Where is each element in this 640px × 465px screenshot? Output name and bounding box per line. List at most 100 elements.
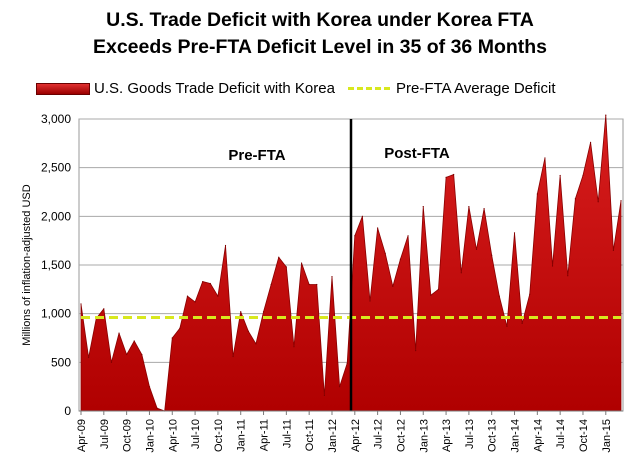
data-point [559, 174, 561, 177]
chart-title: U.S. Trade Deficit with Korea under Kore… [106, 9, 534, 31]
data-point [308, 283, 310, 286]
legend-item-trade-deficit: U.S. Goods Trade Deficit with Korea [36, 80, 335, 97]
data-point [232, 355, 234, 358]
legend-item-pre-fta-average: Pre-FTA Average Deficit [348, 80, 556, 97]
x-tick-label: Jul-11 [281, 419, 293, 448]
data-point [171, 337, 173, 339]
y-tick-label: 1,500 [41, 258, 71, 272]
annotation-post-fta: Post-FTA [384, 145, 450, 162]
x-tick-label: Jul-14 [555, 419, 567, 449]
data-point [620, 200, 622, 202]
data-point [133, 340, 135, 342]
data-point [179, 327, 181, 329]
data-point [445, 176, 447, 178]
data-point [377, 227, 379, 229]
y-tick-label: 500 [51, 355, 71, 369]
data-point [567, 275, 569, 277]
data-point [278, 256, 280, 258]
data-point [369, 300, 371, 302]
data-point [612, 249, 614, 251]
data-point [574, 198, 576, 200]
data-point [80, 303, 82, 305]
y-tick-label: 3,000 [41, 112, 71, 126]
chart-subtitle: Exceeds Pre-FTA Deficit Level in 35 of 3… [92, 36, 548, 58]
data-point [392, 285, 394, 288]
data-point [498, 295, 500, 297]
data-point [338, 386, 341, 388]
data-point [247, 330, 249, 332]
data-point [551, 265, 554, 267]
data-point [103, 308, 105, 310]
data-point [605, 114, 607, 116]
data-point [331, 276, 333, 278]
data-point [407, 235, 409, 237]
x-tick-label: Apr-13 [441, 419, 453, 452]
x-tick-label: Apr-12 [350, 419, 362, 452]
data-point [255, 343, 257, 345]
data-point [521, 322, 523, 324]
data-point [491, 254, 493, 256]
data-point [506, 325, 508, 327]
data-point [529, 293, 531, 295]
data-point [118, 332, 120, 334]
x-tick-label: Oct-12 [395, 419, 407, 452]
legend: U.S. Goods Trade Deficit with Korea Pre-… [0, 80, 640, 102]
data-point [513, 232, 516, 234]
data-point [262, 311, 265, 313]
data-point [483, 207, 485, 210]
x-tick-label: Jul-12 [373, 419, 385, 449]
x-tick-label: Jan-14 [510, 419, 522, 453]
data-point [430, 294, 432, 296]
y-tick-label: 1,000 [41, 307, 71, 321]
legend-label-pre-fta-average: Pre-FTA Average Deficit [396, 80, 556, 97]
data-point [597, 201, 599, 203]
data-point [323, 394, 325, 397]
legend-swatch-area [36, 82, 90, 95]
data-point [415, 350, 417, 352]
data-point [110, 361, 113, 363]
data-point [422, 206, 424, 208]
x-tick-label: Apr-11 [259, 419, 271, 451]
data-point [141, 353, 143, 356]
data-point [126, 353, 128, 356]
x-tick-label: Oct-13 [487, 419, 499, 452]
data-point [536, 193, 538, 195]
data-point [186, 295, 189, 297]
data-point [468, 206, 470, 208]
x-tick-label: Apr-09 [76, 419, 88, 452]
data-point [475, 248, 478, 251]
y-tick-label: 2,000 [41, 209, 71, 223]
x-tick-label: Jan-15 [601, 419, 613, 453]
data-point [453, 173, 455, 176]
y-axis-label: Millions of inflation-adjusted USD [21, 184, 33, 345]
data-point [589, 141, 592, 143]
data-point [148, 386, 151, 388]
x-tick-label: Oct-14 [578, 419, 590, 452]
annotation-pre-fta: Pre-FTA [228, 147, 285, 164]
data-point [194, 301, 196, 303]
data-point [202, 280, 204, 283]
legend-label-trade-deficit: U.S. Goods Trade Deficit with Korea [94, 80, 335, 97]
data-point [217, 295, 219, 297]
data-point [209, 282, 211, 285]
y-tick-label: 0 [64, 404, 71, 418]
legend-swatch-dashed-line [348, 87, 390, 90]
x-tick-label: Oct-09 [122, 419, 134, 452]
x-tick-label: Jul-10 [190, 419, 202, 449]
data-point [346, 362, 348, 364]
x-tick-label: Jan-13 [418, 419, 430, 453]
data-point [582, 174, 584, 177]
x-tick-label: Apr-10 [167, 419, 179, 452]
data-point [437, 288, 440, 290]
data-point [156, 407, 158, 409]
y-tick-label: 2,500 [41, 161, 71, 175]
data-point [224, 244, 227, 247]
data-point [316, 283, 318, 286]
data-point [293, 346, 295, 348]
x-tick-label: Oct-10 [213, 419, 225, 452]
data-point [544, 157, 546, 159]
x-tick-label: Jan-10 [144, 419, 156, 453]
data-point [354, 235, 356, 237]
data-point [285, 266, 287, 268]
